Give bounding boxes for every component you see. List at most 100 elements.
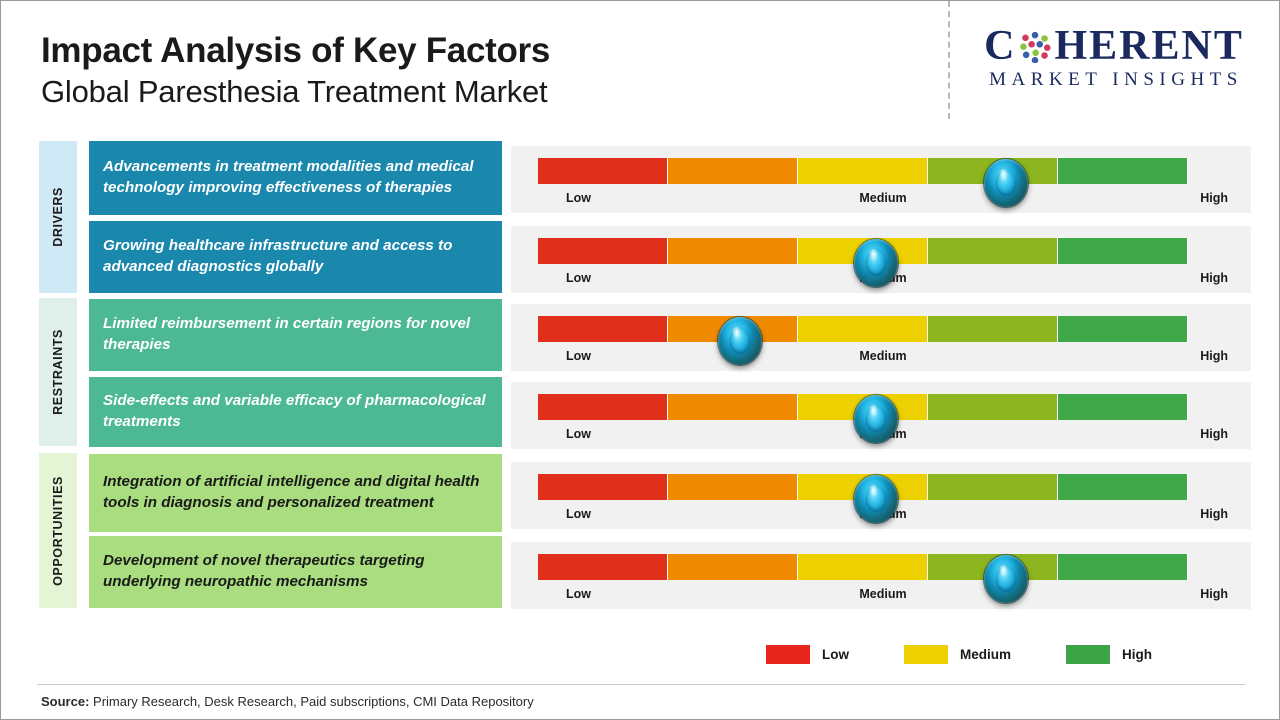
logo-wordmark: C HERENT [964,25,1264,67]
axis-label-low: Low [566,427,591,441]
gauge-scale-bar [538,316,1188,365]
gauge-segment-5 [1058,394,1188,420]
gauge-scale-bar [538,554,1188,603]
gauge-axis-labels: Low Medium High [538,587,1228,603]
gauge-segment-5 [1058,158,1188,184]
gauge-segment-3 [798,316,928,342]
impact-marker[interactable] [854,475,898,523]
logo-tagline: MARKET INSIGHTS [989,69,1243,90]
axis-label-high: High [1200,507,1228,521]
gauge-segment-1 [538,316,668,342]
legend-swatch-high [1066,645,1111,664]
gauge-axis-labels: Low Medium High [538,349,1228,365]
gauge-axis-labels: Low Medium High [538,191,1228,207]
axis-label-medium: Medium [859,349,907,363]
legend-swatch-low [766,645,810,664]
category-label-restraints: RESTRAINTS [51,329,65,415]
gauge-segment-2 [668,238,798,264]
legend-swatch-medium [904,645,948,664]
impact-gauge: Low Medium High [511,226,1251,293]
factor-box: Side-effects and variable efficacy of ph… [89,377,502,447]
factor-box: Integration of artificial intelligence a… [89,454,502,532]
category-tab-restraints: RESTRAINTS [39,298,77,446]
legend-item-high: High [1066,645,1152,664]
gauge-scale-bar [538,158,1188,207]
impact-marker[interactable] [984,159,1028,207]
impact-marker[interactable] [984,555,1028,603]
gauge-segment-1 [538,394,668,420]
factor-text: Integration of artificial intelligence a… [103,473,480,511]
axis-label-low: Low [566,191,591,205]
gauge-segment-3 [798,554,928,580]
legend-label-medium: Medium [960,647,1012,662]
gauge-scale-bar [538,238,1188,287]
legend-label-high: High [1122,647,1153,662]
axis-label-medium: Medium [859,587,907,601]
page-subtitle: Global Paresthesia Treatment Market [41,74,548,110]
impact-gauge: Low Medium High [511,304,1251,371]
impact-marker[interactable] [854,395,898,443]
gauge-segment-1 [538,238,668,264]
axis-label-high: High [1200,427,1228,441]
factor-text: Side-effects and variable efficacy of ph… [103,392,486,430]
legend-item-medium: Medium [904,645,1011,664]
footer-divider [37,684,1245,685]
gauge-scale-bar [538,394,1188,443]
category-tab-drivers: DRIVERS [39,141,77,293]
factor-text: Growing healthcare infrastructure and ac… [103,237,453,275]
axis-label-low: Low [566,587,591,601]
axis-label-high: High [1200,349,1228,363]
source-label: Source: [41,694,90,709]
logo-letter-c: C [984,23,1017,69]
gauge-segment-5 [1058,554,1188,580]
gauge-segment-5 [1058,316,1188,342]
factor-box: Limited reimbursement in certain regions… [89,299,502,371]
factor-text: Development of novel therapeutics target… [103,552,425,590]
axis-label-high: High [1200,191,1228,205]
gauge-segment-1 [538,158,668,184]
impact-marker[interactable] [854,239,898,287]
page-title: Impact Analysis of Key Factors [41,31,551,70]
gauge-segment-5 [1058,474,1188,500]
gauge-segment-2 [668,394,798,420]
gauge-segment-1 [538,554,668,580]
gauge-segment-2 [668,474,798,500]
impact-gauge: Low Medium High [511,146,1251,213]
source-text: Primary Research, Desk Research, Paid su… [89,694,534,709]
gauge-segment-4 [928,474,1058,500]
impact-marker[interactable] [717,317,762,365]
title-block: Impact Analysis of Key Factors Global Pa… [41,31,550,112]
factor-text: Limited reimbursement in certain regions… [103,315,471,353]
impact-gauge: Low Medium High [511,382,1251,449]
gauge-scale-bar [538,474,1188,523]
factor-box: Growing healthcare infrastructure and ac… [89,221,502,293]
source-note: Source: Primary Research, Desk Research,… [41,694,534,709]
legend-label-low: Low [822,647,849,662]
gauge-segment-3 [798,158,928,184]
gauge-segment-5 [1058,238,1188,264]
gauge-segment-2 [668,158,798,184]
logo-rest: HERENT [1054,23,1244,69]
gauge-segment-1 [538,474,668,500]
gauge-segment-4 [928,238,1058,264]
legend-item-low: Low [766,645,849,664]
axis-label-low: Low [566,349,591,363]
axis-label-low: Low [566,507,591,521]
impact-gauge: Low Medium High [511,462,1251,529]
category-label-drivers: DRIVERS [51,187,65,247]
company-logo: C HERENT MARKET INSIGHTS [964,25,1264,91]
axis-label-low: Low [566,271,591,285]
legend: Low Medium High [766,645,1152,664]
gauge-segment-4 [928,316,1058,342]
logo-divider [948,1,950,119]
axis-label-high: High [1200,587,1228,601]
category-label-opportunities: OPPORTUNITIES [51,475,65,586]
gauge-segment-2 [668,554,798,580]
axis-label-high: High [1200,271,1228,285]
factor-box: Advancements in treatment modalities and… [89,141,502,215]
globe-icon [1018,29,1053,63]
axis-label-medium: Medium [859,191,907,205]
factor-text: Advancements in treatment modalities and… [103,158,474,196]
gauge-segment-4 [928,394,1058,420]
